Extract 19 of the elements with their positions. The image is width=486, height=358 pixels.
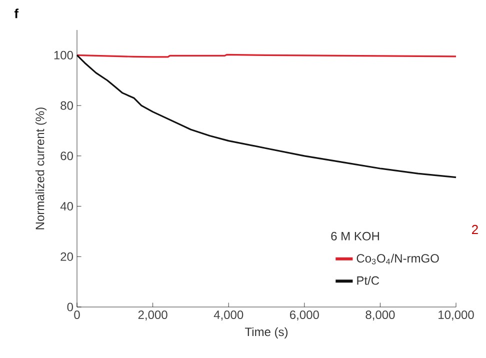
y-tick-label: 100	[54, 50, 73, 60]
x-tick-label: 0	[74, 310, 80, 320]
x-axis-title: Time (s)	[244, 327, 288, 338]
legend-label: Pt/C	[357, 276, 380, 285]
y-tick-label: 20	[60, 252, 73, 261]
text: 2	[472, 224, 478, 234]
x-tick-label: 4,000	[214, 310, 244, 320]
y-tick-label: 40	[60, 202, 73, 211]
y-axis-title: Normalized current (%)	[35, 108, 47, 230]
x-tick-label: 6,000	[290, 310, 319, 320]
y-tick-label: 80	[60, 101, 73, 110]
y-tick-label: 0	[67, 302, 74, 312]
x-tick-label: 8,000	[366, 310, 395, 320]
x-tick-label: 2,000	[138, 310, 168, 320]
x-tick-label: 10,000	[438, 310, 474, 320]
legend-label: Co$_{3}$O$_{4}$/N-rmGO	[356, 254, 439, 264]
y-tick-label: 60	[60, 152, 73, 160]
legend-title: 6 M KOH	[331, 232, 379, 240]
text: f	[14, 8, 19, 18]
